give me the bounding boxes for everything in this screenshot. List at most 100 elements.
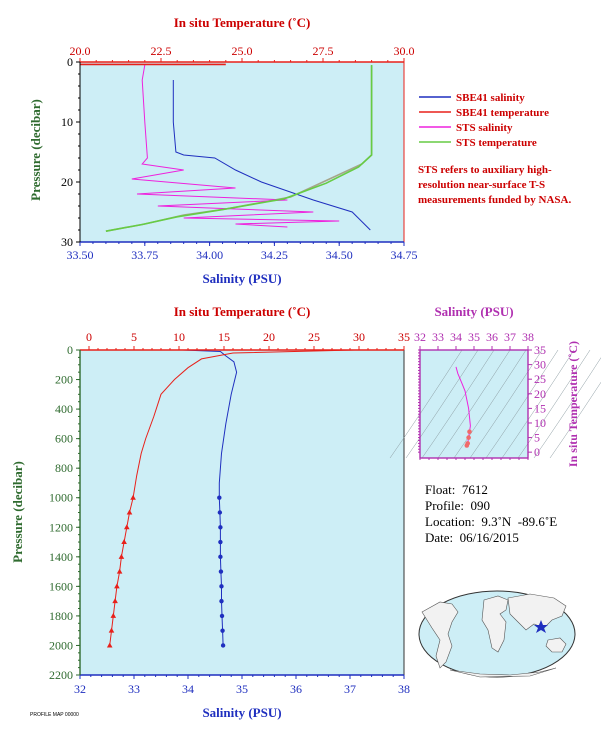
inset-temperature-tick-label: 0 [534,445,540,459]
bottom-pressure-tick-label: 600 [55,432,73,446]
top-temperature-tick-label: 30.0 [394,44,415,58]
top-salinity-tick-label: 33.50 [67,248,94,262]
bottom-salinity-tick-label: 33 [128,682,140,696]
bottom-salinity-tick-label: 32 [74,682,86,696]
bottom-pressure-tick-label: 1600 [49,579,73,593]
inset-panel-background [420,350,528,458]
bottom-salinity-tick-label: 35 [236,682,248,696]
bottom-pressure-tick-label: 400 [55,402,73,416]
bottom-pressure-tick-label: 2000 [49,638,73,652]
bottom-pressure-tick-label: 0 [67,343,73,357]
bottom-temperature-tick-label: 30 [353,330,365,344]
inset-temperature-tick-label: 20 [534,387,546,401]
bottom-salinity-point [220,643,226,648]
bottom-temperature-tick-label: 15 [218,330,230,344]
inset-density-contour [533,357,601,459]
top-temperature-tick-label: 22.5 [151,44,172,58]
bottom-salinity-tick-label: 38 [398,682,410,696]
bottom-salinity-point [218,569,224,574]
map-land-antarctica [449,667,557,678]
bottom-temperature-tick-label: 35 [398,330,410,344]
map-land-asia [507,593,567,631]
inset-salinity-tick-label: 34 [450,330,462,344]
top-pressure-axis-title: Pressure (decibar) [28,99,43,201]
bottom-temperature-tick-label: 20 [263,330,275,344]
top-legend: SBE41 salinity SBE41 temperature STS salin… [419,92,549,149]
map-land-australia [545,637,567,653]
legend-label: STS salinity [456,122,513,134]
legend-label: SBE41 salinity [456,92,525,104]
top-pressure-tick-label: 10 [61,115,73,129]
bottom-temperature-point [106,642,113,648]
inset-temperature-tick-label: 10 [534,416,546,430]
bottom-salinity-tick-label: 37 [344,682,356,696]
top-salinity-tick-label: 34.00 [196,248,223,262]
top-salinity-tick-label: 34.25 [261,248,288,262]
bottom-temperature-point [130,494,136,500]
inset-density-contour [453,349,527,459]
bottom-temperature-point [124,524,130,530]
footer-code: PROFILE MAP 00000 [30,712,79,718]
bottom-salinity-point [219,598,224,604]
bottom-temperature-point [118,553,125,559]
bottom-salinity-tick-label: 36 [290,682,302,696]
top-series-group [80,63,373,232]
bottom-salinity-point [218,554,223,560]
bottom-pressure-tick-label: 800 [55,461,73,475]
top-temperature-tick-label: 25.0 [232,44,253,58]
top-salinity-axis-title: Salinity (PSU) [202,271,281,286]
inset-density-contour [389,349,463,459]
bottom-salinity-point [219,584,224,589]
bottom-panel-background [80,350,404,675]
bottom-pressure-tick-label: 2200 [49,668,73,682]
top-panel: 33.50 33.75 34.00 34.25 34.50 34.75 20.0 22.5 25… [28,15,418,286]
profile-number: Profile: 090 [425,498,490,513]
bottom-pressure-tick-label: 1000 [49,491,73,505]
inset-salinity-tick-label: 35 [468,330,480,344]
bottom-salinity-point [217,510,223,515]
bottom-salinity-point [218,539,223,545]
top-salinity-tick-label: 33.75 [131,248,158,262]
bottom-pressure-tick-label: 200 [55,373,73,387]
bottom-temperature-tick-label: 10 [173,330,185,344]
top-temperature-axis-title: In situ Temperature (˚C) [174,15,311,30]
bottom-temperature-point [112,598,118,604]
bottom-temperature-point [114,583,120,589]
bottom-pressure-tick-label: 1800 [49,609,73,623]
inset-density-contour [501,349,575,459]
location: Location: 9.3˚N -89.6˚E [425,514,558,529]
legend-label: STS temperature [456,137,537,149]
bottom-salinity-tick-label: 34 [182,682,194,696]
inset-ts-point [467,429,472,435]
bottom-salinity-line [182,349,238,646]
float-id: Float: 7612 [425,482,488,497]
inset-density-contour [405,349,479,459]
bottom-temperature-axis-title: In situ Temperature (˚C) [174,304,311,319]
top-panel-background [80,62,404,242]
legend-label: SBE41 temperature [456,107,549,119]
map-float-location-marker [534,620,548,633]
bottom-salinity-axis-title: Salinity (PSU) [202,705,281,720]
inset-salinity-tick-label: 36 [486,330,498,344]
bottom-salinity-point [220,628,225,633]
inset-salinity-tick-label: 33 [432,330,444,344]
inset-ts-point [466,435,471,440]
map-land-americas [421,601,459,669]
sts-note: STS refers to auxiliary high-resolution … [418,164,572,206]
bottom-temperature-point [121,539,127,545]
map-land-europe-africa [481,595,509,653]
top-pressure-tick-label: 20 [61,175,73,189]
top-series-line-2 [131,64,340,228]
top-temperature-tick-label: 27.5 [313,44,334,58]
top-temperature-tick-label: 20.0 [70,44,91,58]
bottom-series-group [106,349,355,648]
inset-ts-point [464,443,470,448]
bottom-panel: 32 33 34 35 36 37 38 0 5 10 15 20 25 30 35 0 200 400 600 80… [10,304,410,720]
inset-salinity-tick-label: 37 [504,330,516,344]
bottom-pressure-tick-label: 1400 [49,550,73,564]
inset-temperature-tick-label: 25 [534,372,546,386]
bottom-temperature-tick-label: 5 [131,330,137,344]
